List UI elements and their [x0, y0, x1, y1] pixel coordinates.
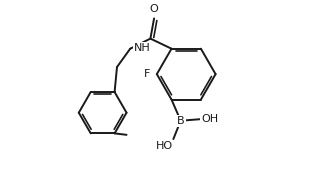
Text: HO: HO [156, 141, 173, 151]
Text: O: O [150, 4, 159, 14]
Text: OH: OH [202, 114, 219, 124]
Text: NH: NH [134, 43, 151, 53]
Text: F: F [143, 69, 150, 79]
Text: B: B [177, 116, 185, 126]
